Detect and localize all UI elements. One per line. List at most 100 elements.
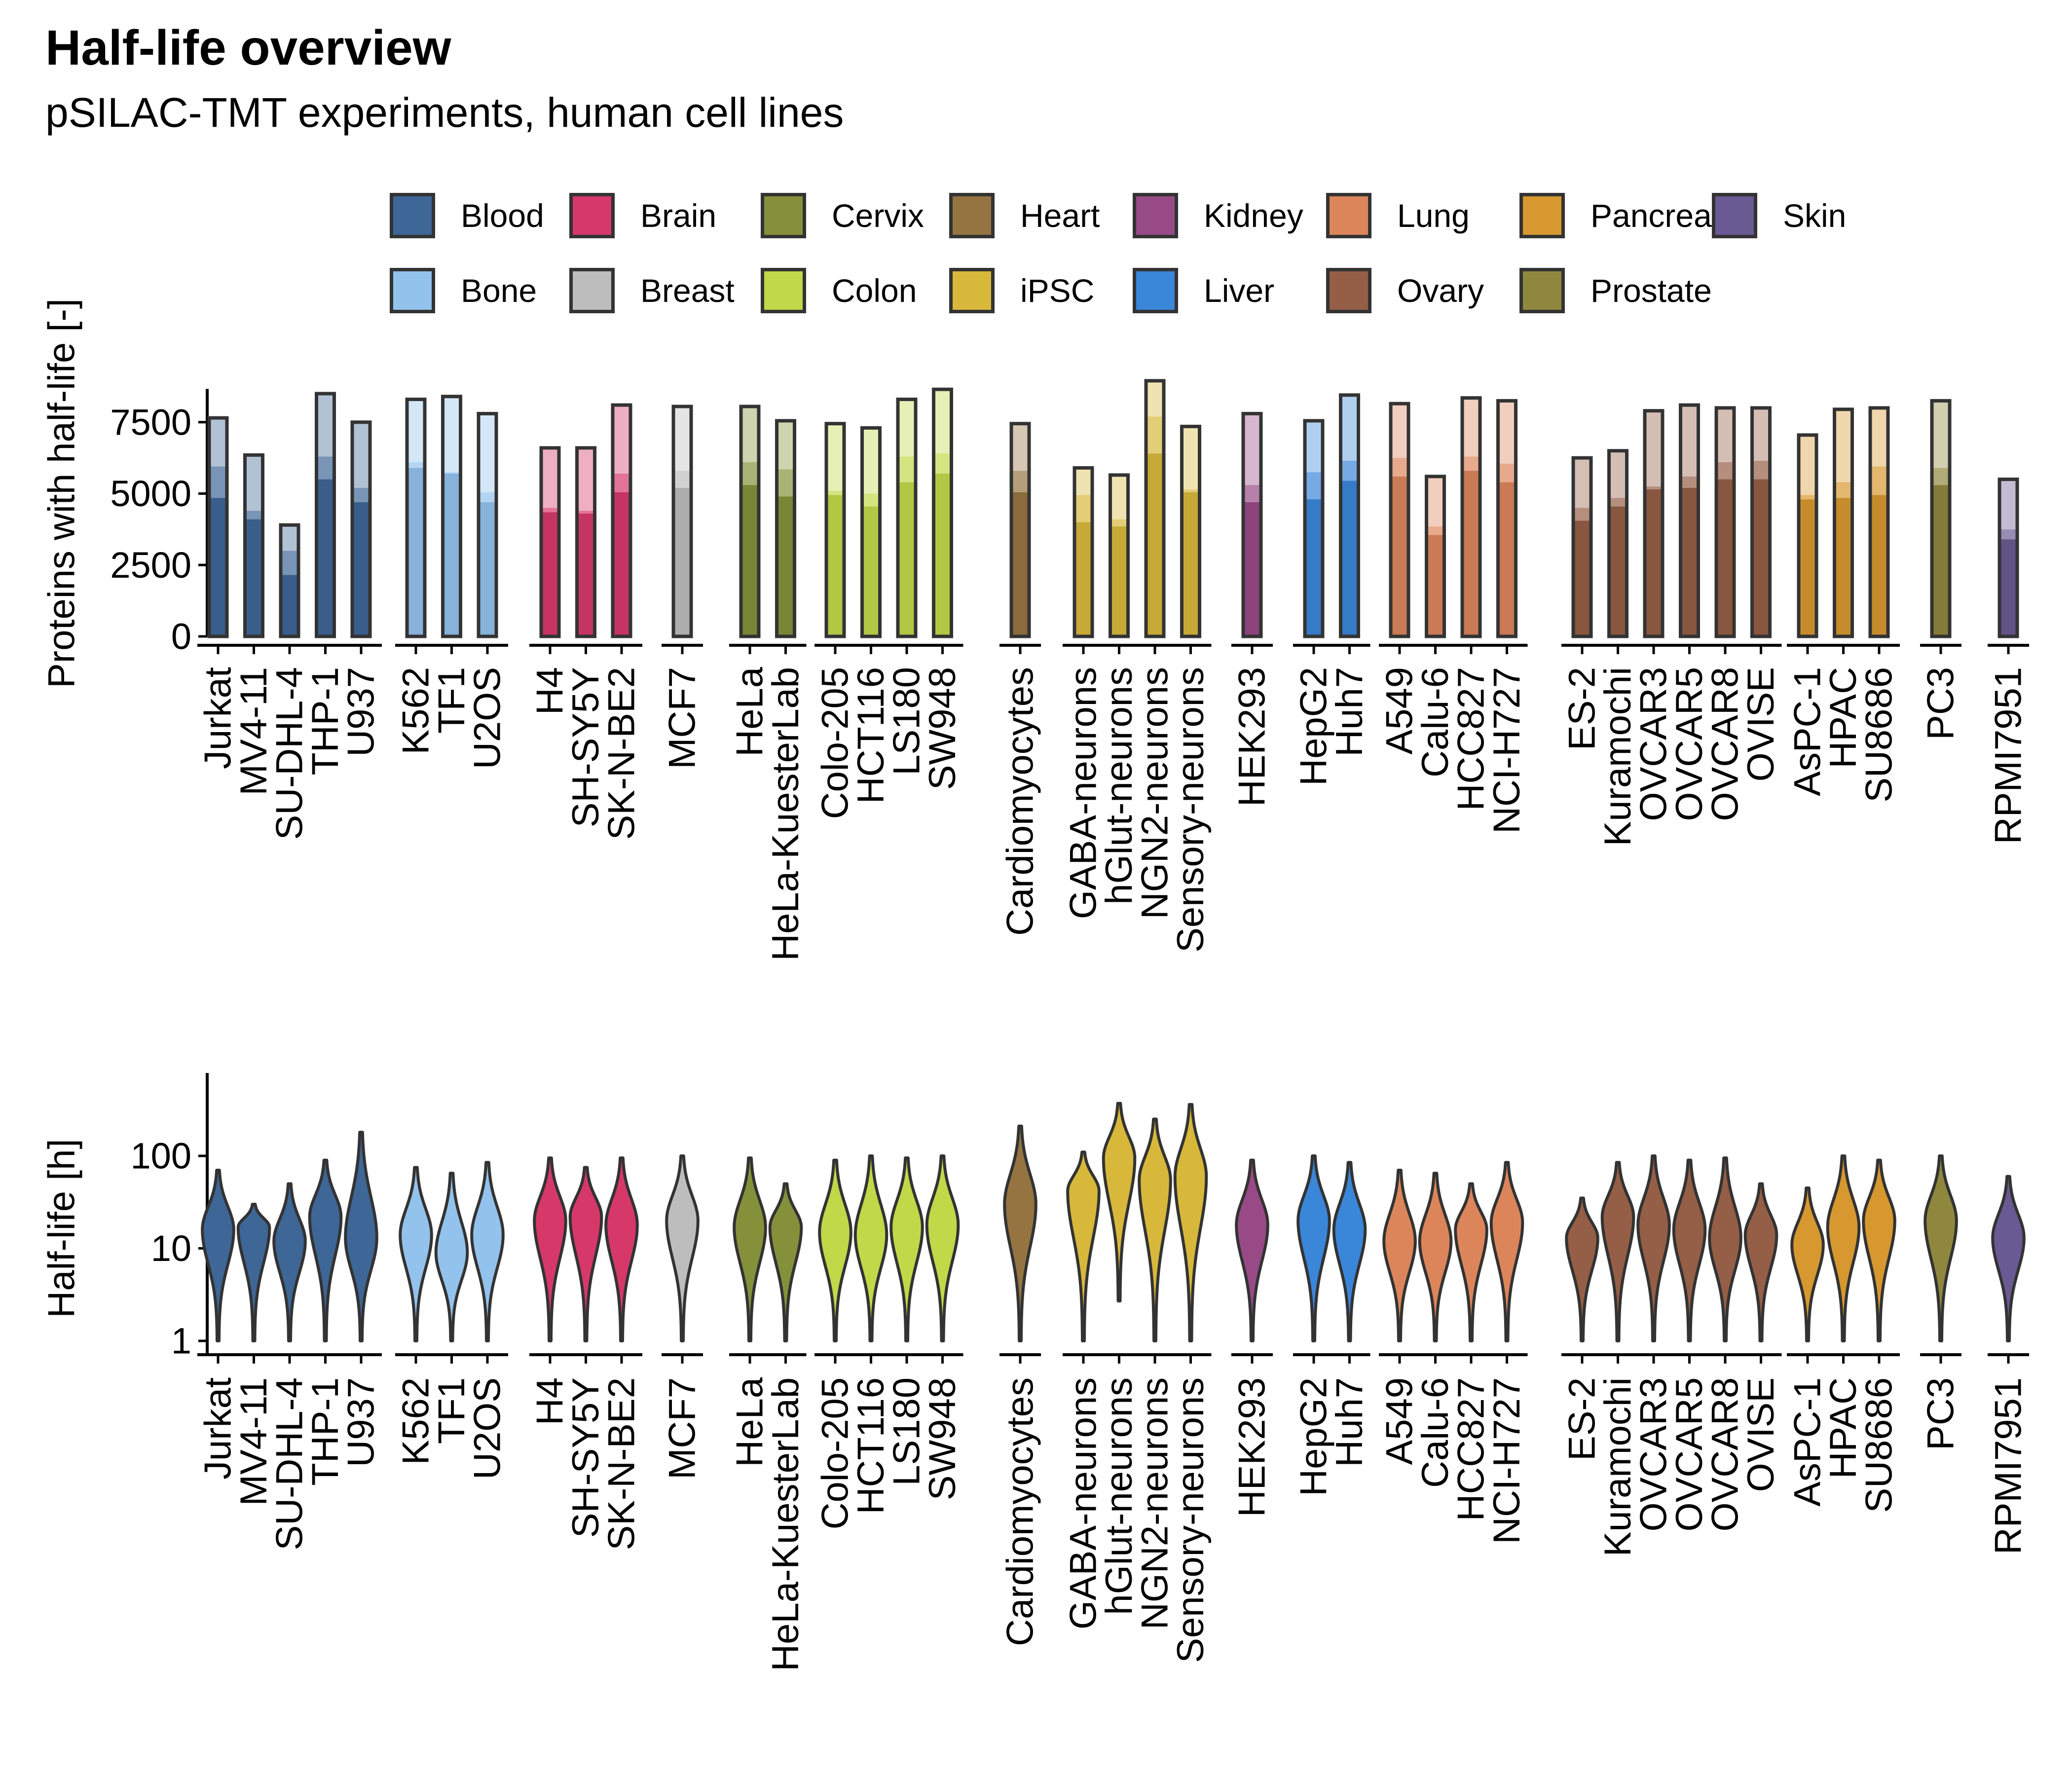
bar-y-tick-label: 0 (171, 616, 191, 657)
violin-x-tick-label-kuramochi: Kuramochi (1597, 1377, 1639, 1556)
bar-segment-mid-su8686 (1870, 466, 1888, 495)
bar-segment-top-hepg2 (1305, 420, 1323, 473)
violin-x-tick-label-mcf7: MCF7 (662, 1377, 703, 1480)
bar-segment-top-hglut-neurons (1110, 475, 1128, 519)
bar-h4 (539, 446, 561, 638)
bar-segment-base-kuramochi (1609, 506, 1627, 636)
legend-item-kidney: Kidney (1133, 188, 1303, 243)
bar-segment-mid-su-dhl-4 (281, 551, 298, 575)
bar-segment-top-hcc827 (1462, 398, 1480, 457)
legend-item-bone: Bone (390, 263, 537, 318)
bar-segment-top-huh7 (1340, 395, 1359, 461)
bar-segment-mid-rpmi7951 (1999, 529, 2017, 540)
bar-segment-top-kuramochi (1609, 450, 1627, 498)
bar-segment-mid-gaba-neurons (1074, 495, 1092, 522)
bar-chart-panel: 0 2500 5000 7500 Proteins with half-life [-]… (41, 298, 2030, 961)
bar-segment-top-cardiomyocytes (1011, 423, 1029, 471)
bar-hct116 (860, 426, 882, 638)
violin-hela (733, 1156, 767, 1342)
violin-u2os (470, 1161, 505, 1342)
violin-ovise (1743, 1182, 1778, 1342)
bar-segment-top-hela-kuesterlab (777, 420, 795, 470)
violin-x-tick-label-pc3: PC3 (1920, 1377, 1962, 1450)
bar-segment-top-sensory-neurons (1182, 426, 1200, 489)
violin-x-tick-label-su8686: SU8686 (1858, 1377, 1900, 1513)
legend-label: iPSC (1020, 272, 1095, 309)
bar-x-tick-label-calu-6: Calu-6 (1414, 667, 1456, 777)
bar-y-axis-label: Proteins with half-life [-] (41, 298, 83, 688)
bar-segment-mid-hcc827 (1462, 456, 1480, 471)
legend-label: Liver (1204, 272, 1275, 309)
legend: Blood Brain Cervix Heart Kidney Lung Pancreas S… (390, 188, 1949, 351)
bar-segment-top-mcf7 (673, 406, 691, 471)
bar-jurkat (207, 416, 229, 638)
violin-kuramochi (1600, 1161, 1635, 1342)
bar-segment-top-aspc-1 (1799, 435, 1816, 495)
bar-sensory-neurons (1180, 424, 1201, 638)
bar-segment-base-ovcar8 (1716, 479, 1734, 636)
violin-colo-205 (818, 1158, 852, 1342)
violin-x-tick-label-ovcar5: OVCAR5 (1668, 1377, 1710, 1532)
bar-segment-mid-hct116 (862, 493, 880, 507)
violin-x-tick-label-jurkat: Jurkat (197, 1377, 239, 1480)
bar-huh7 (1339, 393, 1360, 638)
bar-thp-1 (315, 392, 336, 638)
violin-sw948 (925, 1154, 960, 1342)
violin-x-tick-label-k562: K562 (395, 1377, 437, 1465)
legend-item-ipsc: iPSC (949, 263, 1094, 318)
violin-a549 (1382, 1169, 1417, 1342)
violin-y-tick-label: 1 (171, 1321, 191, 1362)
bar-rpmi7951 (1998, 478, 2019, 638)
bar-segment-top-calu-6 (1426, 476, 1444, 527)
bar-segment-top-mv4-11 (245, 455, 263, 511)
bar-calu-6 (1425, 475, 1446, 638)
legend-key-heart (949, 193, 995, 238)
bar-segment-mid-calu-6 (1426, 526, 1444, 535)
bar-segment-base-ngn2-neurons (1146, 453, 1164, 636)
legend-key-blood (390, 193, 435, 238)
legend-label: Skin (1783, 197, 1847, 234)
bar-segment-top-u2os (479, 413, 496, 492)
bar-x-tick-label-mv4-11: MV4-11 (233, 667, 275, 795)
bar-aspc-1 (1797, 433, 1818, 638)
bar-x-tick-label-hela: HeLa (729, 666, 771, 756)
bar-segment-base-su8686 (1870, 495, 1888, 636)
bar-segment-mid-ovcar3 (1645, 486, 1663, 489)
bar-segment-mid-thp-1 (316, 456, 334, 480)
violin-es-2 (1565, 1196, 1599, 1342)
violin-x-tick-label-nci-h727: NCI-H727 (1486, 1377, 1528, 1544)
legend-label: Ovary (1397, 272, 1484, 309)
violin-x-tick-label-calu-6: Calu-6 (1414, 1377, 1456, 1488)
violin-x-tick-label-u2os: U2OS (467, 1377, 509, 1480)
bar-segment-mid-huh7 (1340, 460, 1359, 481)
bar-hela-kuesterlab (775, 419, 796, 638)
legend-label: Blood (461, 197, 544, 234)
bar-segment-base-es-2 (1573, 520, 1591, 636)
violin-y-axis-label: Half-life [h] (41, 1139, 83, 1318)
legend-item-ovary: Ovary (1326, 263, 1484, 318)
bar-x-tick-label-gaba-neurons: GABA-neurons (1063, 667, 1105, 919)
bar-segment-mid-hela (741, 462, 759, 485)
legend-item-blood: Blood (390, 188, 544, 243)
violin-x-tick-label-huh7: Huh7 (1329, 1377, 1370, 1467)
legend-item-brain: Brain (569, 188, 716, 243)
bar-x-tick-label-k562: K562 (395, 667, 437, 755)
legend-key-breast (569, 268, 615, 313)
bar-a549 (1389, 402, 1410, 638)
bar-segment-mid-aspc-1 (1799, 495, 1816, 500)
bar-x-tick-label-su8686: SU8686 (1858, 667, 1900, 803)
bar-k562 (405, 397, 427, 638)
violin-x-tick-label-hct116: HCT116 (850, 1377, 892, 1514)
violin-calu-6 (1418, 1172, 1453, 1342)
bar-u937 (350, 420, 372, 638)
bar-segment-mid-h4 (541, 508, 559, 513)
violin-rpmi7951 (1991, 1175, 2026, 1342)
violin-su8686 (1862, 1158, 1896, 1342)
violin-x-tick-label-hela-kuesterlab: HeLa-KuesterLab (765, 1377, 807, 1671)
bar-x-tick-label-thp-1: THP-1 (304, 667, 346, 776)
violin-x-tick-label-hela: HeLa (729, 1377, 771, 1467)
bar-x-tick-label-huh7: Huh7 (1329, 667, 1370, 757)
legend-label: Breast (640, 272, 735, 309)
bar-segment-mid-es-2 (1573, 508, 1591, 521)
legend-item-liver: Liver (1133, 263, 1274, 318)
